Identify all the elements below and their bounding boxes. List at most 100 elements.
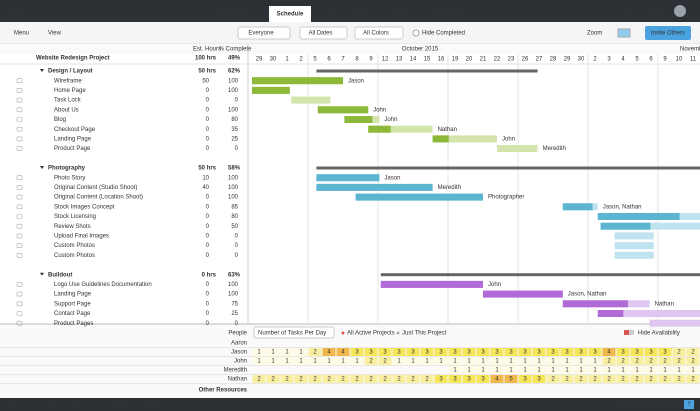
task-name[interactable]: Landing Page — [54, 292, 92, 298]
footer-link[interactable]: Feedback — [108, 402, 135, 408]
assignee-label: Jason, Nathan — [568, 292, 607, 298]
checkbox[interactable] — [412, 29, 420, 37]
comment-icon[interactable] — [16, 233, 23, 239]
comment-icon[interactable] — [16, 320, 23, 326]
nav-tab[interactable]: People — [390, 12, 410, 18]
comment-icon[interactable] — [16, 214, 23, 219]
comment-icon[interactable] — [16, 185, 23, 190]
comment-icon[interactable] — [16, 88, 23, 93]
comment-icon[interactable] — [16, 223, 23, 229]
task-bar-done — [316, 183, 433, 191]
task-bar — [649, 319, 700, 327]
day-label: 10 — [676, 57, 683, 63]
comment-icon[interactable] — [16, 97, 23, 103]
availability-value: 2 — [369, 359, 373, 365]
comment-icon[interactable] — [16, 78, 23, 83]
task-name[interactable]: Stock Licensing — [54, 214, 96, 220]
option-label[interactable]: Just This Project — [402, 331, 447, 337]
filter-dropdown[interactable] — [237, 26, 291, 40]
collapse-arrow[interactable] — [40, 166, 44, 169]
avatar[interactable] — [674, 5, 686, 17]
month-label: Novemb — [680, 47, 700, 53]
availability-cell — [574, 375, 588, 383]
availability-cell — [630, 375, 644, 383]
comment-icon[interactable] — [16, 126, 23, 132]
footer-link[interactable]: Help Docs — [72, 402, 100, 408]
task-name[interactable]: Contact Page — [54, 311, 91, 317]
collapse-arrow[interactable] — [40, 272, 44, 276]
availability-value: 3 — [411, 350, 415, 356]
nav-tab[interactable]: List — [324, 12, 335, 18]
task-name[interactable]: Photo Story — [54, 175, 85, 181]
filter-dropdown[interactable] — [299, 26, 348, 40]
filter-dropdown[interactable] — [354, 26, 404, 40]
availability-cell — [448, 375, 462, 383]
task-name[interactable]: Support Page — [54, 301, 91, 307]
availability-value: 3 — [481, 377, 485, 383]
hide-availability[interactable]: Hide Availability — [638, 331, 680, 337]
task-name[interactable]: Task Lock — [54, 98, 82, 104]
task-name[interactable]: Product Pages — [54, 321, 93, 327]
task-name[interactable]: Home Page — [54, 88, 86, 94]
task-name[interactable]: Review Shots — [54, 224, 91, 230]
assignee-label: Nathan — [655, 301, 674, 307]
comment-icon[interactable] — [16, 311, 23, 316]
footer-link[interactable]: Videos — [44, 402, 62, 408]
comment-icon[interactable] — [16, 291, 23, 297]
option-label[interactable]: All Active Projects — [347, 331, 395, 337]
comment-icon[interactable] — [16, 136, 23, 142]
task-name[interactable]: Wireframe — [54, 78, 82, 84]
invite-button[interactable] — [645, 26, 691, 40]
color-swatch[interactable] — [617, 28, 631, 38]
task-name[interactable]: Blog — [54, 117, 66, 123]
nav-tab[interactable]: Summary — [218, 12, 246, 18]
nav-tab[interactable]: Conversations — [427, 12, 469, 18]
comment-icon[interactable] — [16, 282, 23, 287]
help-badge[interactable] — [684, 400, 694, 409]
availability-value: 2 — [635, 377, 639, 383]
nav-tab[interactable]: History — [352, 12, 373, 18]
admin-link[interactable]: Admin — [646, 9, 663, 15]
availability-value: 1 — [453, 368, 457, 374]
availability-cell — [630, 366, 644, 374]
menu-button[interactable]: Menu — [14, 31, 29, 37]
comment-icon[interactable] — [16, 253, 23, 258]
availability-value: 3 — [439, 377, 443, 383]
task-name[interactable]: Checkout Page — [54, 127, 96, 133]
comment-icon[interactable] — [16, 194, 23, 200]
task-hours: 0 — [206, 243, 210, 249]
column-header: Est. Hours — [193, 47, 221, 53]
task-complete: 0 — [235, 233, 239, 239]
availability-cell — [532, 357, 546, 365]
task-name[interactable]: Landing Page — [54, 136, 92, 142]
task-name[interactable]: About Us — [54, 107, 79, 113]
task-name[interactable]: Stock Images Concept — [54, 204, 115, 210]
view-button[interactable]: View — [48, 31, 62, 37]
availability-cell — [504, 375, 518, 383]
metric-dropdown[interactable] — [253, 326, 335, 339]
feedback-link[interactable]: Questions or Feedback — [614, 402, 681, 408]
availability-value: 1 — [285, 350, 289, 356]
availability-value: 3 — [649, 350, 653, 356]
task-name[interactable]: Product Page — [54, 146, 91, 152]
task-name[interactable]: Custom Photos — [54, 243, 95, 249]
comment-icon[interactable] — [16, 175, 23, 180]
zoom-button[interactable]: Zoom — [587, 31, 602, 37]
collapse-arrow[interactable] — [40, 69, 44, 72]
nav-tab[interactable]: Schedule — [277, 12, 304, 18]
task-name[interactable]: Custom Photos — [54, 253, 95, 259]
task-name[interactable]: Upload Final Images — [54, 233, 109, 239]
comment-icon[interactable] — [16, 107, 23, 113]
comment-icon[interactable] — [16, 301, 23, 307]
footer-link[interactable]: Share — [143, 402, 160, 408]
help-link[interactable]: Help — [622, 9, 635, 15]
comment-icon[interactable] — [16, 146, 23, 151]
availability-cell — [672, 375, 686, 383]
comment-icon[interactable] — [16, 117, 23, 122]
comment-icon[interactable] — [16, 243, 23, 248]
task-name[interactable]: Original Content (Studio Shoot) — [54, 185, 137, 191]
task-name[interactable]: Original Content (Location Shoot) — [54, 195, 143, 201]
home-link[interactable]: Home — [8, 9, 25, 15]
comment-icon[interactable] — [16, 204, 23, 210]
task-name[interactable]: Logo Use Guidelines Documentation — [54, 282, 152, 288]
